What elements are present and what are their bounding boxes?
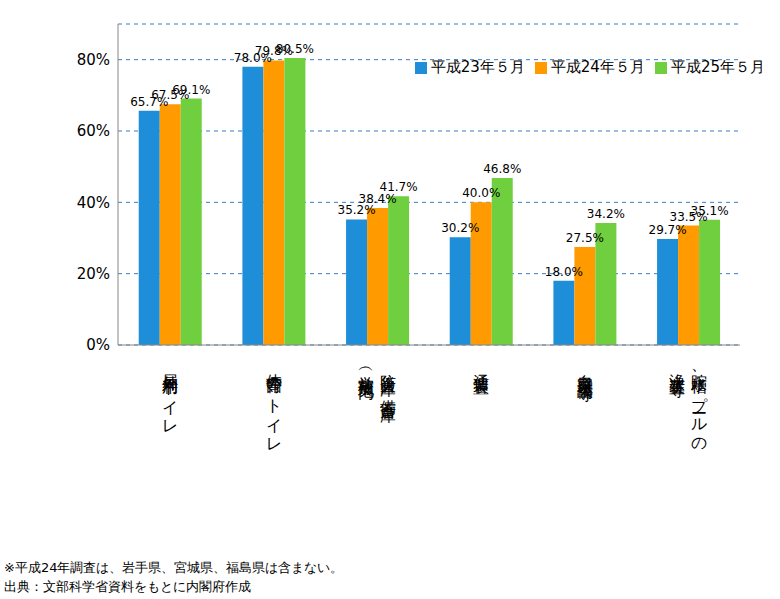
svg-text:18.0%: 18.0% (545, 265, 583, 279)
svg-text:0%: 0% (86, 336, 110, 354)
html-text:出典：文部科学省資料をもとに内閣府作成: 出典：文部科学省資料をもとに内閣府作成 (4, 579, 251, 594)
svg-text:69.1%: 69.1% (172, 83, 210, 97)
svg-text:33.5%: 33.5% (669, 209, 708, 224)
html-text:平成24年５月: 平成24年５月 (550, 58, 645, 76)
svg-text:41.7%: 41.7% (380, 180, 418, 194)
svg-text:40%: 40% (77, 194, 110, 212)
svg-text:60%: 60% (77, 122, 110, 140)
html-text:屋外利用トイレ: 屋外利用トイレ (160, 361, 180, 429)
svg-text:80.5%: 80.5% (276, 42, 314, 56)
svg-text:79.8%: 79.8% (254, 44, 293, 59)
svg-text:78.0%: 78.0% (233, 50, 272, 65)
html-text:貯水槽、プールの 浄水装置等: 貯水槽、プールの 浄水装置等 (668, 361, 710, 447)
html-text:防災倉庫／備蓄倉庫 （学校敷地内）: 防災倉庫／備蓄倉庫 （学校敷地内） (357, 361, 399, 395)
svg-text:35.2%: 35.2% (337, 203, 376, 218)
html-text:体育館のトイレ: 体育館のトイレ (264, 361, 284, 447)
svg-text:20%: 20% (77, 265, 110, 283)
svg-text:30.2%: 30.2% (441, 221, 479, 235)
svg-text:46.8%: 46.8% (483, 162, 521, 176)
svg-text:67.5%: 67.5% (151, 88, 190, 103)
svg-text:65.7%: 65.7% (130, 94, 169, 109)
html-text:平成23年５月: 平成23年５月 (430, 58, 525, 76)
svg-text:34.2%: 34.2% (587, 207, 625, 221)
html-text:通信装置: 通信装置 (471, 361, 491, 369)
html-text:※平成24年調査は、岩手県、宮城県、福島県は含まない。: ※平成24年調査は、岩手県、宮城県、福島県は含まない。 (4, 560, 344, 575)
svg-text:35.1%: 35.1% (691, 204, 729, 218)
html-text:平成25年５月: 平成25年５月 (670, 58, 765, 76)
svg-text:80%: 80% (77, 51, 110, 69)
svg-text:29.7%: 29.7% (649, 223, 687, 237)
svg-text:27.5%: 27.5% (566, 231, 604, 245)
svg-text:38.4%: 38.4% (358, 192, 397, 206)
svg-text:40.0%: 40.0% (462, 186, 500, 200)
html-text:自家発電設備等: 自家発電設備等 (575, 361, 595, 375)
